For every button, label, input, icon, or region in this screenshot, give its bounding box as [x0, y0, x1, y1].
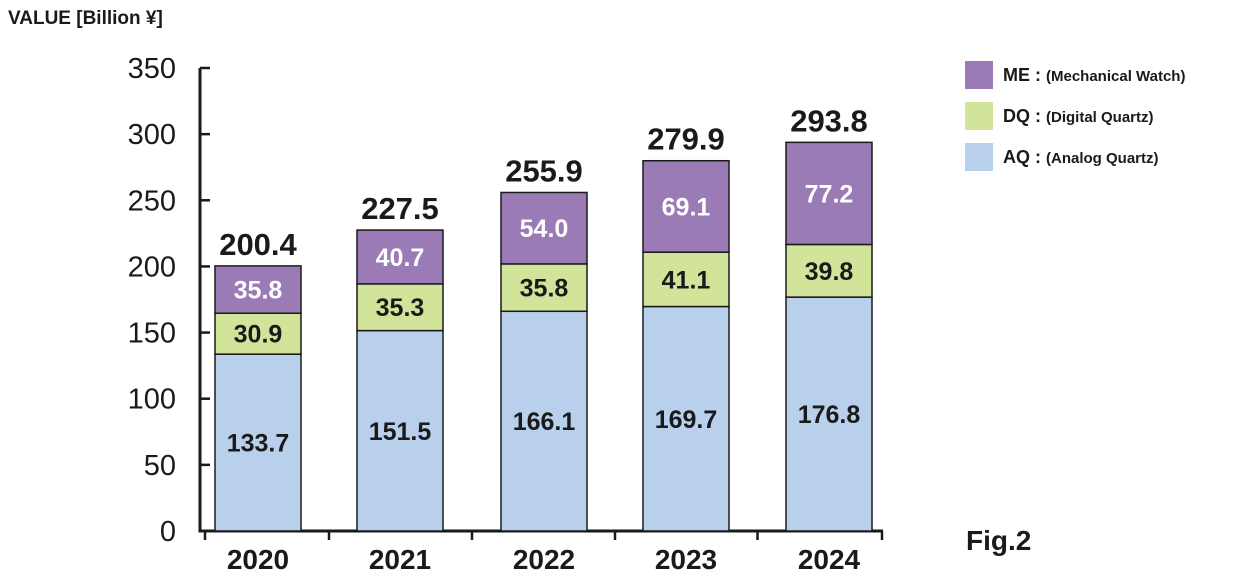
bar-me-2023 [642, 159, 730, 253]
bar-dq-2022 [500, 263, 588, 313]
y-tick-label: 300 [128, 119, 176, 151]
bar-dq-2020 [214, 312, 302, 355]
bar-dq-2021 [356, 283, 444, 332]
y-tick-label: 250 [128, 185, 176, 217]
x-tick-label-2023: 2023 [655, 544, 717, 575]
y-axis-label: VALUE [Billion ¥] [8, 8, 163, 29]
legend-swatch-aq [965, 143, 993, 171]
data-label-me-2024: 77.2 [805, 180, 854, 208]
total-label-2021: 227.5 [361, 191, 439, 226]
y-tick-label: 0 [160, 516, 176, 548]
y-tick-label: 350 [128, 53, 176, 85]
y-tick-label: 100 [128, 384, 176, 416]
data-label-me-2023: 69.1 [662, 193, 711, 221]
axes: 0 50 100 150 200 250 300 350 2020 2021 2022 2023 202… [128, 53, 884, 575]
y-tick-label: 50 [144, 450, 176, 482]
data-label-aq-2021: 151.5 [369, 418, 432, 446]
bar-me-2020 [214, 265, 302, 315]
legend-code-aq: AQ : [1003, 147, 1041, 167]
legend-code-dq: DQ : [1003, 106, 1041, 126]
y-tick-label: 150 [128, 318, 176, 350]
data-label-dq-2023: 41.1 [662, 266, 711, 294]
bar-me-2021 [356, 229, 444, 285]
figure-label: Fig.2 [966, 525, 1031, 556]
x-tick-label-2020: 2020 [227, 544, 289, 575]
legend-desc-aq: (Analog Quartz) [1046, 150, 1159, 167]
data-label-me-2022: 54.0 [520, 215, 569, 243]
total-label-2020: 200.4 [219, 227, 297, 262]
data-label-dq-2021: 35.3 [376, 294, 425, 322]
x-tick-label-2024: 2024 [798, 544, 861, 575]
legend-code-me: ME : [1003, 65, 1041, 85]
data-label-me-2020: 35.8 [234, 277, 283, 305]
legend: ME : (Mechanical Watch) DQ : (Digital Quart… [965, 61, 1185, 171]
bar-dq-2024 [785, 243, 873, 298]
bar-aq-2021 [356, 329, 444, 532]
total-label-2022: 255.9 [505, 153, 583, 188]
bars [214, 141, 873, 532]
data-label-me-2021: 40.7 [376, 244, 425, 272]
legend-swatch-dq [965, 102, 993, 130]
data-label-aq-2024: 176.8 [798, 401, 861, 429]
total-label-2024: 293.8 [790, 103, 868, 138]
data-label-aq-2023: 169.7 [655, 406, 718, 434]
y-tick-label: 200 [128, 251, 176, 283]
data-label-dq-2024: 39.8 [805, 258, 854, 286]
legend-desc-dq: (Digital Quartz) [1046, 109, 1154, 126]
legend-swatch-me [965, 61, 993, 89]
data-label-aq-2022: 166.1 [513, 408, 576, 436]
bar-aq-2023 [642, 305, 730, 532]
x-tick-label-2022: 2022 [513, 544, 575, 575]
bar-me-2022 [500, 191, 588, 265]
bar-aq-2020 [214, 353, 302, 532]
data-label-dq-2022: 35.8 [520, 275, 569, 303]
data-label-aq-2020: 133.7 [227, 430, 290, 458]
data-labels: 133.7 30.9 35.8 200.4 151.5 35.3 40.7 227.5 166.… [219, 103, 868, 457]
data-label-dq-2020: 30.9 [234, 321, 283, 349]
bar-me-2024 [785, 141, 873, 246]
bar-dq-2023 [642, 251, 730, 308]
x-tick-label-2021: 2021 [369, 544, 431, 575]
total-label-2023: 279.9 [647, 122, 725, 157]
legend-desc-me: (Mechanical Watch) [1046, 68, 1185, 85]
